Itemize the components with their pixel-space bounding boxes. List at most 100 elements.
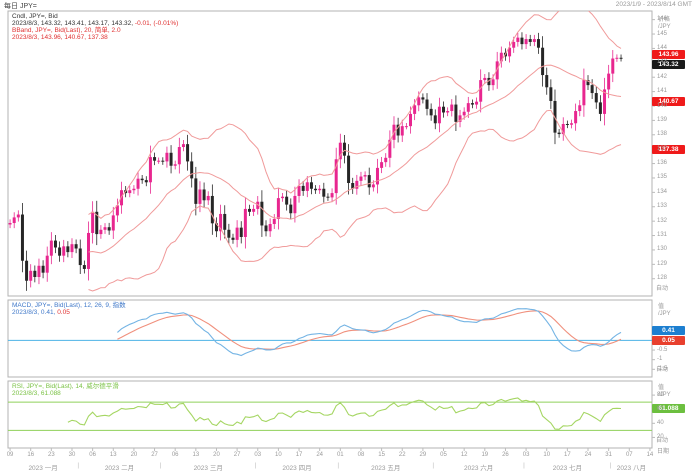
candle-body	[318, 188, 322, 191]
time-month-label: 2023 四月	[282, 465, 312, 472]
macd-signal-badge: 0.05	[652, 336, 685, 345]
time-day-label: 06	[89, 452, 96, 458]
candle-body	[107, 227, 111, 231]
macd-pane-graphics	[8, 308, 652, 357]
candle-body	[45, 255, 49, 273]
candle-body	[458, 115, 462, 122]
candle-body	[437, 106, 441, 124]
axis-tick-label: 144	[657, 44, 668, 51]
candle-body	[12, 217, 16, 224]
candle-body	[586, 80, 590, 86]
candle-body	[590, 85, 594, 94]
time-day-label: 12	[460, 452, 468, 458]
date-range-label: 2023/1/9 - 2023/8/14 GMT	[615, 1, 692, 8]
candle-body	[512, 41, 516, 48]
candle-body	[95, 211, 99, 235]
candle-body	[132, 188, 136, 191]
macd-value: 2023/8/3, 0.41,	[12, 309, 56, 316]
candle-body	[429, 108, 433, 116]
rsi-axis-auto-label[interactable]: 自动	[656, 438, 669, 444]
price-pane-graphics	[8, 11, 623, 292]
candle-body	[520, 37, 524, 45]
bb-mid-line	[88, 64, 622, 254]
candle-body	[111, 215, 115, 231]
rsi-pane-graphics	[8, 397, 652, 431]
axis-tick-label: 137	[657, 145, 668, 152]
candle-body	[82, 265, 86, 269]
candle-body	[214, 223, 218, 232]
candle-body	[49, 240, 53, 256]
candle-body	[33, 270, 37, 277]
candle-body	[41, 265, 45, 273]
time-day-label: 22	[398, 452, 406, 458]
candle-body	[491, 79, 495, 86]
time-day-label: 17	[295, 452, 303, 458]
price-axis-auto-label[interactable]: 自动	[656, 286, 669, 292]
time-day-label: 13	[192, 452, 200, 458]
candle-body	[561, 123, 565, 135]
pane-border	[7, 10, 653, 297]
axis-tick-label: 135	[657, 174, 668, 181]
candle-body	[528, 39, 532, 42]
macd-line	[117, 308, 622, 357]
candle-body	[140, 178, 144, 181]
candle-body	[545, 75, 549, 88]
candle-body	[243, 208, 247, 237]
candle-body	[223, 213, 227, 230]
candle-series-label: Cndl, JPY=, Bid	[12, 13, 58, 20]
candle-body	[371, 184, 375, 188]
time-day-label: 31	[605, 452, 612, 458]
candle-body	[351, 183, 355, 189]
macd-axis-auto-label[interactable]: 自动	[656, 367, 669, 373]
candle-body	[355, 180, 359, 189]
candle-body	[281, 196, 285, 199]
axis-tick-label: 146	[657, 16, 668, 23]
candle-body	[466, 103, 470, 112]
candle-body	[479, 80, 483, 102]
candle-body	[190, 161, 194, 179]
candle-body	[442, 106, 446, 113]
candle-body	[603, 89, 607, 114]
candle-body	[301, 185, 305, 191]
candle-body	[198, 189, 202, 204]
candle-body	[582, 80, 586, 106]
candle-body	[363, 175, 367, 177]
candle-body	[78, 248, 82, 266]
candle-body	[508, 47, 512, 57]
time-axis-date-label[interactable]: 日期	[657, 449, 670, 455]
candle-body	[62, 246, 66, 256]
candle-change-value: -0.01, (-0.01%)	[134, 20, 179, 27]
candle-body	[74, 244, 78, 249]
candle-body	[29, 270, 33, 281]
rsi-axis-title[interactable]: 值/JPY	[658, 385, 671, 398]
bband-series-label: BBand, JPY=, Bid(Last), 20, 简单, 2.0	[12, 27, 121, 34]
time-day-label: 23	[48, 452, 55, 458]
axis-tick-label: 130	[657, 246, 668, 253]
time-day-label: 24	[316, 452, 324, 458]
candle-body	[541, 47, 545, 76]
candle-body	[578, 105, 582, 112]
candle-body	[433, 115, 437, 124]
axis-tick-label: -0.5	[657, 346, 668, 353]
candle-body	[330, 193, 334, 198]
month-separator: |	[609, 462, 612, 469]
candle-body	[450, 104, 454, 112]
time-day-label: 26	[502, 452, 509, 458]
candle-body	[309, 182, 313, 189]
candle-body	[115, 205, 119, 216]
candle-body	[20, 214, 24, 261]
axis-tick-label: 139	[657, 116, 668, 123]
candle-body	[70, 244, 74, 253]
candle-body	[413, 105, 417, 114]
axis-tick-label: -1	[657, 356, 663, 363]
macd-axis-title[interactable]: 值/JPY	[658, 304, 671, 317]
time-day-label: 01	[336, 452, 344, 458]
candle-body	[570, 123, 573, 125]
candle-body	[169, 152, 173, 166]
price-axis-title[interactable]: 价格/JPY	[658, 17, 671, 30]
month-separator: |	[523, 462, 525, 469]
candle-body	[367, 175, 371, 188]
axis-tick-label: 128	[657, 275, 668, 282]
